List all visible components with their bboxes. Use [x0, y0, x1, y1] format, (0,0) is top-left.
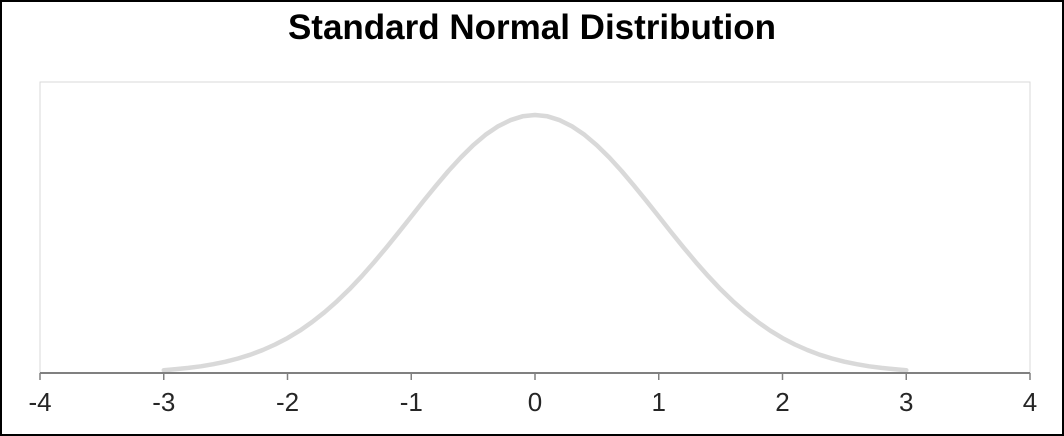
chart-title: Standard Normal Distribution — [287, 8, 777, 47]
x-tick-label: -1 — [400, 387, 423, 417]
x-tick-label: 2 — [775, 387, 789, 417]
bell-curve — [161, 112, 909, 373]
x-tick-label: 1 — [652, 387, 666, 417]
x-tick-label: -3 — [152, 387, 175, 417]
x-tick-label: 0 — [528, 387, 542, 417]
plot-area-border — [39, 81, 1031, 374]
x-tick-label: -4 — [28, 387, 51, 417]
x-tick-label: 3 — [899, 387, 913, 417]
x-tick-label: 4 — [1023, 387, 1037, 417]
x-tick-label: -2 — [276, 387, 299, 417]
